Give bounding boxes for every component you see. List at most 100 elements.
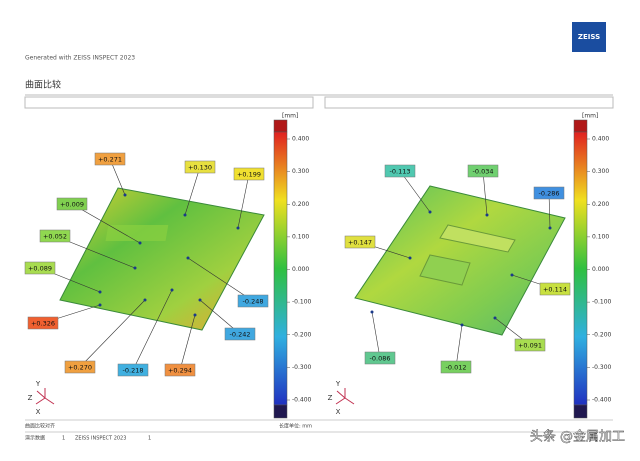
probe-point	[493, 316, 497, 320]
axis-line	[36, 390, 46, 399]
scale-label: 0.300	[292, 168, 309, 175]
deviation-label: -0.248	[243, 298, 264, 306]
deviation-label: +0.130	[188, 164, 212, 172]
deviation-label-box	[24, 261, 56, 275]
leader-line	[179, 314, 196, 371]
deviation-label: +0.147	[348, 239, 372, 247]
panel-header	[324, 96, 614, 109]
generated-note: Generated with ZEISS INSPECT 2023	[25, 55, 135, 62]
scale-label: -0.100	[592, 299, 612, 306]
deviation-label-box	[440, 360, 472, 374]
part-feature	[419, 254, 471, 286]
probe-point	[428, 210, 432, 214]
probe-point	[193, 313, 197, 317]
footer-num: 1	[62, 436, 65, 442]
deviation-label: +0.294	[168, 367, 192, 375]
axis-line	[335, 397, 346, 405]
deviation-label: +0.052	[43, 233, 67, 241]
axis-label: X	[36, 408, 41, 416]
deviation-label-box	[39, 229, 71, 243]
deviation-label: -0.012	[446, 364, 467, 372]
deviation-label-box	[164, 363, 196, 377]
scale-label: -0.300	[592, 364, 612, 371]
probe-point	[510, 273, 514, 277]
probe-point	[123, 193, 127, 197]
axis-line	[35, 397, 46, 405]
probe-point	[186, 256, 190, 260]
probe-point	[98, 290, 102, 294]
color-scale	[573, 131, 588, 406]
probe-point	[98, 303, 102, 307]
deviation-label-box	[233, 167, 265, 181]
probe-point	[198, 298, 202, 302]
footer-left: 曲面比较对齐	[25, 423, 55, 430]
axis-line	[44, 397, 55, 405]
scale-label: 0.100	[592, 233, 609, 240]
leader-line	[399, 170, 431, 213]
deviation-label-box	[94, 152, 126, 166]
deviation-label-box	[184, 160, 216, 174]
scale-top	[273, 119, 288, 133]
deviation-label: +0.270	[68, 364, 92, 372]
scale-label: 0.000	[292, 266, 309, 273]
scale-label: 0.000	[592, 266, 609, 273]
axis-label: Z	[28, 394, 33, 402]
scale-label: 0.200	[292, 201, 309, 208]
part-left	[59, 187, 265, 331]
probe-point	[408, 256, 412, 260]
footer-product: ZEISS INSPECT 2023	[75, 436, 126, 442]
axis-label: Y	[35, 380, 41, 388]
deviation-label-box	[224, 327, 256, 341]
deviation-label-box	[237, 294, 269, 308]
scale-label: -0.200	[292, 331, 312, 338]
probe-point	[170, 288, 174, 292]
part-feature	[105, 225, 169, 241]
deviation-label-box	[533, 186, 565, 200]
scale-label: 0.100	[292, 233, 309, 240]
scale-label: -0.100	[292, 299, 312, 306]
leader-line	[184, 166, 201, 216]
probe-point	[133, 266, 137, 270]
panel-header	[24, 96, 314, 109]
deviation-label: -0.242	[230, 331, 251, 339]
deviation-label-box	[384, 164, 416, 178]
scale-bottom	[573, 404, 588, 419]
scale-label: -0.300	[292, 364, 312, 371]
deviation-label: -0.113	[390, 168, 411, 176]
deviation-label: +0.114	[543, 286, 567, 294]
scale-bottom	[273, 404, 288, 419]
leader-line	[371, 311, 381, 359]
logo: ZEISS	[578, 33, 600, 41]
deviation-label-box	[344, 235, 376, 249]
leader-line	[187, 257, 254, 302]
deviation-label: +0.271	[98, 156, 122, 164]
leader-line	[482, 170, 488, 216]
axis-label: Y	[335, 380, 341, 388]
footer-num: 1	[148, 436, 151, 442]
deviation-label-box	[117, 363, 149, 377]
probe-point	[460, 323, 464, 327]
axis-label: X	[336, 408, 341, 416]
deviation-label-box	[514, 338, 546, 352]
deviation-label: -0.086	[370, 355, 391, 363]
deviation-label: -0.286	[539, 190, 560, 198]
deviation-label: +0.089	[28, 265, 52, 273]
scale-label: 0.300	[592, 168, 609, 175]
scale-label: 0.200	[592, 201, 609, 208]
leader-line	[237, 173, 250, 229]
unit-label: [mm]	[582, 113, 598, 120]
scale-label: -0.400	[592, 397, 612, 404]
leader-line	[132, 289, 173, 371]
probe-point	[143, 298, 147, 302]
deviation-label: +0.199	[237, 171, 261, 179]
leader-line	[71, 203, 141, 244]
axis-label: Z	[328, 394, 333, 402]
part-feature	[439, 224, 516, 253]
leader-line	[79, 299, 146, 368]
scale-top	[573, 119, 588, 133]
deviation-label-box	[364, 351, 396, 365]
watermark: 头条 @金属加工	[530, 429, 625, 445]
scale-label: 0.400	[592, 136, 609, 143]
title: 曲面比较	[25, 79, 61, 91]
